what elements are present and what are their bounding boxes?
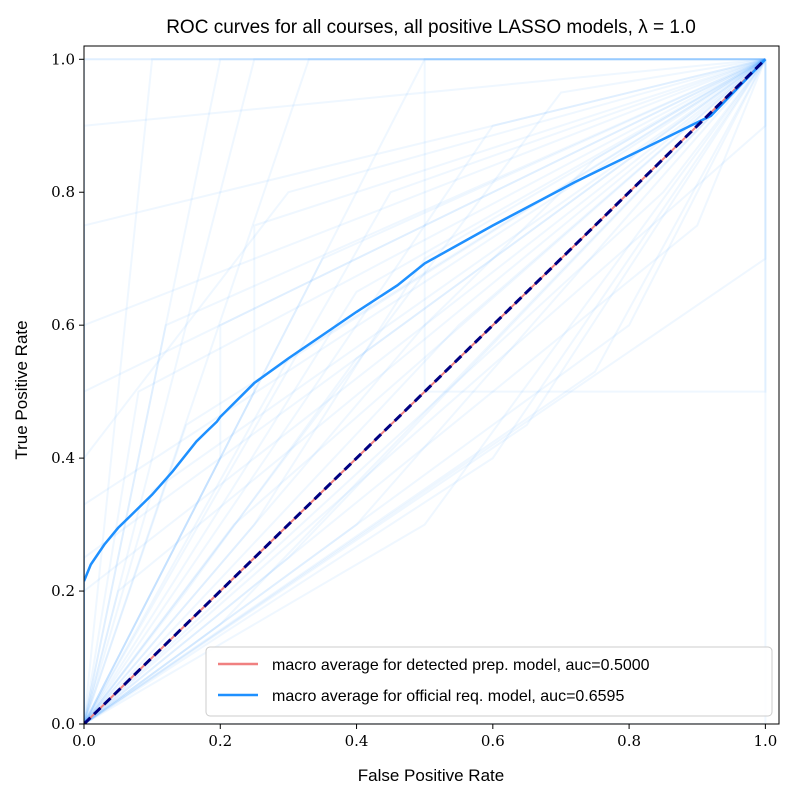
course-roc-curve-23: [84, 58, 767, 724]
y-tick-label: 0.2: [51, 582, 75, 600]
course-roc-curve-20: [84, 58, 767, 724]
course-roc-curve-42: [84, 58, 766, 724]
course-roc-curve-45: [84, 58, 767, 724]
chance-diagonal: [84, 58, 767, 724]
course-roc-curve-30: [84, 58, 767, 724]
course-roc-curve-27: [84, 58, 766, 724]
plot-lines: [84, 58, 767, 724]
course-roc-curve-28: [84, 58, 766, 724]
course-roc-curve-41: [84, 58, 766, 724]
legend: macro average for detected prep. model, …: [205, 646, 773, 717]
course-roc-curve-31: [84, 58, 766, 724]
course-roc-curve-40: [84, 58, 767, 724]
course-roc-curve-33: [84, 58, 767, 724]
course-roc-curve-7: [84, 58, 766, 724]
course-roc-curve-5: [84, 58, 766, 724]
x-tick-label: 0.4: [345, 732, 369, 750]
y-tick-label: 1.0: [51, 50, 75, 68]
course-roc-curve-0: [84, 58, 766, 724]
x-axis-title: False Positive Rate: [358, 766, 504, 785]
series-official-req-model: [84, 58, 767, 582]
course-roc-curve-17: [84, 59, 767, 724]
course-roc-curve-6: [84, 58, 766, 724]
course-roc-curve-36: [84, 58, 766, 724]
course-roc-curve-12: [84, 58, 766, 724]
course-roc-curve-18: [84, 59, 767, 724]
course-roc-curve-10: [84, 58, 766, 724]
x-tick-label: 1.0: [753, 732, 777, 750]
course-roc-curve-14: [84, 58, 766, 724]
chart-title: ROC curves for all courses, all positive…: [166, 17, 696, 38]
course-roc-curve-39: [84, 58, 767, 724]
course-roc-curve-43: [84, 58, 766, 724]
y-tick-label: 0.4: [51, 449, 75, 467]
course-roc-curve-8: [84, 58, 766, 724]
y-tick-label: 0.8: [51, 183, 75, 201]
y-tick-label: 0.6: [51, 316, 75, 334]
course-roc-curve-46: [84, 58, 767, 724]
course-roc-curve-15: [84, 58, 766, 724]
course-roc-curve-3: [84, 58, 766, 724]
course-roc-curve-37: [84, 58, 766, 724]
course-roc-curve-4: [84, 58, 766, 724]
course-roc-curve-38: [84, 58, 766, 724]
course-roc-curve-26: [84, 58, 766, 724]
course-roc-curve-29: [84, 58, 766, 724]
axes-frame: [83, 45, 780, 725]
course-roc-curve-21: [84, 58, 767, 724]
course-roc-curve-1: [84, 58, 766, 724]
course-roc-curve-2: [84, 58, 766, 724]
course-roc-curve-34: [84, 58, 767, 724]
legend-label: macro average for official req. model, a…: [272, 688, 624, 705]
x-tick-label: 0.6: [481, 732, 505, 750]
x-tick-label: 0.8: [617, 732, 641, 750]
legend-box: [205, 646, 773, 717]
course-roc-curve-44: [84, 58, 766, 724]
course-roc-curve-24: [84, 58, 767, 724]
x-tick-label: 0.0: [72, 732, 96, 750]
y-tick-label: 0.0: [51, 715, 75, 733]
course-roc-curve-32: [84, 58, 766, 724]
plot-area: 0.00.0 0.2 0.2 0.4 0.4 0.6 0.6 0.8 0.8 1.0 1.0: [51, 45, 780, 750]
course-roc-curve-19: [84, 59, 767, 724]
legend-label: macro average for detected prep. model, …: [272, 657, 650, 674]
x-tick-label: 0.2: [208, 732, 232, 750]
course-roc-curve-22: [84, 58, 767, 724]
course-roc-curve-9: [84, 58, 766, 724]
y-axis-title: True Positive Rate: [12, 320, 31, 459]
course-roc-curve-47: [84, 58, 767, 724]
course-roc-curve-35: [84, 58, 767, 724]
course-roc-curve-11: [84, 58, 766, 724]
